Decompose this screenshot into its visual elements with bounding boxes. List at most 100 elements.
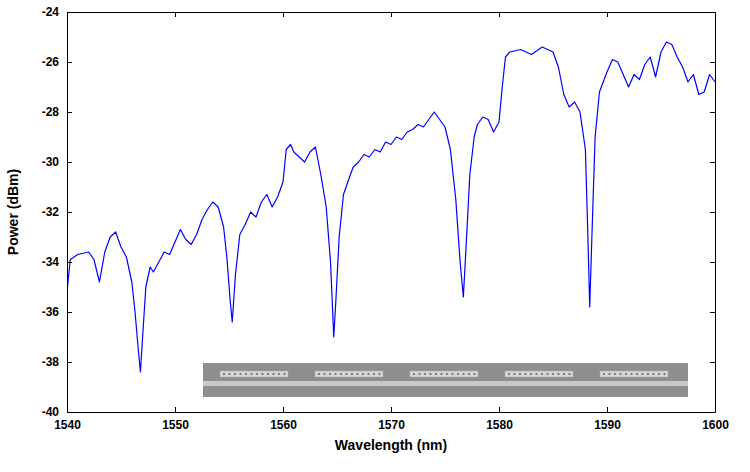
- inset-hole: [413, 373, 415, 375]
- tick: [391, 12, 392, 17]
- tick: 1570: [378, 407, 405, 432]
- inset-hole: [563, 373, 565, 375]
- inset-hole: [519, 373, 521, 375]
- tick-mark: [710, 312, 715, 313]
- plot-area: [67, 42, 715, 372]
- tick-mark: [391, 407, 392, 412]
- inset-hole: [378, 373, 380, 375]
- tick-mark: [175, 12, 176, 17]
- tick-label: 1580: [486, 418, 513, 432]
- inset-hole: [424, 373, 426, 375]
- tick-mark: [710, 412, 715, 413]
- tick: -34: [42, 255, 72, 269]
- inset-hole: [367, 373, 369, 375]
- inset-cavity: [220, 371, 288, 377]
- tick: [710, 12, 715, 13]
- inset-hole: [647, 373, 649, 375]
- inset-hole: [446, 373, 448, 375]
- inset-hole: [356, 373, 358, 375]
- inset-hole: [261, 373, 263, 375]
- tick-mark: [710, 12, 715, 13]
- spectrum-line: [67, 42, 715, 372]
- inset-hole: [636, 373, 638, 375]
- tick: [283, 12, 284, 17]
- tick-mark: [499, 407, 500, 412]
- tick: -36: [42, 305, 72, 319]
- tick: -38: [42, 355, 72, 369]
- tick: -30: [42, 155, 72, 169]
- inset-hole: [323, 373, 325, 375]
- inset-hole: [535, 373, 537, 375]
- tick-mark: [67, 262, 72, 263]
- inset-hole: [334, 373, 336, 375]
- plot-background: [67, 12, 715, 412]
- inset-hole: [345, 373, 347, 375]
- inset-hole: [473, 373, 475, 375]
- y-axis-right: [710, 13, 716, 413]
- inset-hole: [429, 373, 431, 375]
- tick-label: -40: [42, 405, 60, 419]
- tick: 1560: [270, 407, 297, 432]
- inset-hole: [362, 373, 364, 375]
- inset-hole: [546, 373, 548, 375]
- inset-hole: [641, 373, 643, 375]
- tick: [710, 262, 715, 263]
- inset-hole: [451, 373, 453, 375]
- tick: -24: [42, 5, 72, 19]
- tick: [607, 12, 608, 17]
- axis-line: [68, 412, 716, 413]
- inset-hole: [318, 373, 320, 375]
- tick: [175, 12, 176, 17]
- tick-label: 1570: [378, 418, 405, 432]
- tick-mark: [67, 62, 72, 63]
- inset-cavity: [600, 371, 668, 377]
- tick: 1590: [594, 407, 621, 432]
- tick: [710, 412, 715, 413]
- inset-hole: [541, 373, 543, 375]
- tick: [710, 162, 715, 163]
- tick: [710, 62, 715, 63]
- tick-label: 1590: [594, 418, 621, 432]
- tick-label: -26: [42, 55, 60, 69]
- inset-hole: [239, 373, 241, 375]
- tick-label: -38: [42, 355, 60, 369]
- inset-hole: [250, 373, 252, 375]
- tick-label: 1540: [54, 418, 81, 432]
- inset-hole: [373, 373, 375, 375]
- inset-hole: [608, 373, 610, 375]
- tick: [710, 112, 715, 113]
- inset-hole: [663, 373, 665, 375]
- tick: 1550: [162, 407, 189, 432]
- axis-line: [715, 13, 716, 413]
- inset-background: [203, 363, 688, 397]
- tick: -28: [42, 105, 72, 119]
- inset-hole: [228, 373, 230, 375]
- sem-inset: [203, 363, 688, 397]
- inset-hole: [568, 373, 570, 375]
- tick-label: -28: [42, 105, 60, 119]
- inset-hole: [457, 373, 459, 375]
- tick-label: -34: [42, 255, 60, 269]
- inset-hole: [524, 373, 526, 375]
- inset-hole: [658, 373, 660, 375]
- tick-mark: [710, 362, 715, 363]
- tick-mark: [67, 412, 72, 413]
- tick-mark: [67, 212, 72, 213]
- inset-hole: [234, 373, 236, 375]
- y-axis: -40-38-36-34-32-30-28-26-24: [42, 5, 72, 419]
- tick: 1580: [486, 407, 513, 432]
- tick-label: 1560: [270, 418, 297, 432]
- tick-mark: [710, 212, 715, 213]
- tick-mark: [67, 112, 72, 113]
- inset-cavity: [505, 371, 573, 377]
- tick-mark: [67, 12, 68, 17]
- y-axis-title: Power (dBm): [5, 169, 21, 255]
- inset-hole: [272, 373, 274, 375]
- inset-cavity: [410, 371, 478, 377]
- x-axis-top: [68, 12, 716, 17]
- inset-waveguide: [203, 381, 688, 386]
- inset-hole: [329, 373, 331, 375]
- tick: [499, 12, 500, 17]
- inset-hole: [351, 373, 353, 375]
- tick-label: -36: [42, 305, 60, 319]
